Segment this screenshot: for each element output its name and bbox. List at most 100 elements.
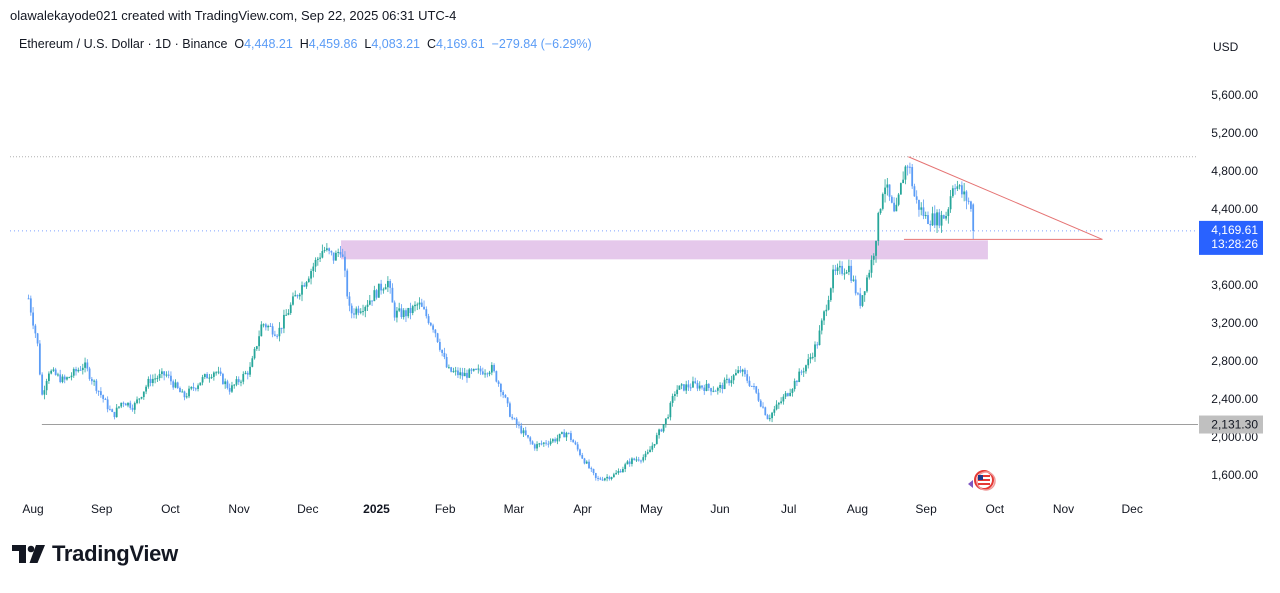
candle-body (185, 396, 188, 398)
candle-body (341, 254, 344, 257)
us-flag-ring-icon (976, 471, 996, 491)
y-tick-label: 5,200.00 (1211, 126, 1258, 140)
x-tick-label: Apr (573, 502, 592, 516)
tradingview-logo[interactable]: TradingView (12, 541, 178, 567)
candle-body (72, 369, 75, 376)
price-axis-background (1198, 30, 1280, 520)
candle-body (307, 278, 310, 283)
candle-body (655, 435, 658, 444)
candle-body (423, 306, 425, 310)
candle-body (129, 402, 132, 408)
candle-body (594, 473, 597, 478)
descending-resistance-trendline[interactable] (908, 156, 1103, 240)
candle-body (802, 371, 805, 373)
candle-body (328, 248, 331, 251)
candle-body (518, 424, 520, 426)
candle-body (120, 402, 123, 407)
candle-body (255, 346, 258, 349)
candle-body (956, 186, 959, 189)
supply-demand-zone[interactable] (341, 240, 988, 260)
candle-body (436, 333, 439, 343)
last-price-tag (1199, 220, 1263, 255)
x-tick-label: 2025 (363, 502, 390, 516)
symbol-label[interactable]: Ethereum / U.S. Dollar · 1D · Binance (19, 37, 228, 51)
candle-body (316, 258, 319, 260)
candle-body (242, 373, 245, 382)
candle-body (563, 432, 566, 438)
candle-body (938, 212, 941, 226)
candle-body (897, 194, 900, 205)
candle-body (834, 269, 837, 272)
candle-body (400, 308, 403, 318)
candle-body (811, 356, 814, 358)
candle-body (958, 185, 961, 187)
candle-body (710, 388, 712, 392)
candle-body (355, 308, 358, 315)
candle-body (771, 412, 773, 419)
candle-body (253, 348, 256, 359)
candle-body (931, 213, 934, 226)
flag-stripe-icon (978, 475, 990, 477)
candle-body (475, 368, 477, 370)
candle-body (848, 265, 850, 273)
candle-body (904, 166, 907, 180)
candle-body (838, 265, 841, 268)
y-tick-label: 3,600.00 (1211, 278, 1258, 292)
candle-body (136, 399, 138, 404)
candle-body (583, 458, 586, 464)
bar-countdown: 13:28:26 (1211, 237, 1258, 251)
candle-body (875, 240, 877, 256)
candle-body (287, 312, 290, 315)
y-tick-label: 2,800.00 (1211, 354, 1258, 368)
candle-body (692, 381, 694, 388)
candle-body (549, 441, 552, 445)
candle-body (115, 407, 118, 418)
candle-body (954, 188, 957, 190)
candle-body (233, 384, 236, 386)
candle-body (895, 204, 898, 212)
candle-body (667, 417, 670, 419)
candle-body (581, 455, 584, 459)
candle-body (906, 166, 909, 168)
candle-body (911, 167, 914, 187)
candle-body (222, 373, 224, 385)
candle-body (452, 371, 455, 373)
y-tick-label: 1,600.00 (1211, 468, 1258, 482)
candle-body (382, 289, 385, 291)
candle-body (484, 373, 486, 375)
candle-body (457, 370, 459, 376)
y-tick-label: 4,400.00 (1211, 202, 1258, 216)
candle-body (850, 265, 853, 281)
candle-body (402, 310, 405, 318)
candle-body (863, 291, 866, 296)
candle-body (626, 461, 629, 465)
candle-body (927, 215, 929, 225)
candle-body (420, 302, 423, 307)
candle-body (728, 378, 731, 384)
candle-body (644, 453, 647, 458)
candle-body (687, 384, 690, 388)
candle-body (579, 449, 581, 456)
candle-body (466, 372, 468, 378)
candle-body (264, 324, 267, 328)
close-label: C (426, 37, 436, 51)
candle-body (664, 418, 667, 425)
candle-body (362, 311, 364, 313)
candle-body (208, 377, 211, 379)
candle-body (739, 370, 742, 372)
candle-body (448, 367, 450, 369)
us-event-flag[interactable] (968, 470, 996, 491)
candle-body (628, 461, 631, 464)
candle-body (206, 374, 208, 379)
candle-body (886, 184, 889, 188)
candle-body (845, 272, 848, 274)
candle-body (149, 378, 152, 383)
candle-body (312, 266, 315, 272)
candle-body (167, 374, 170, 376)
candle-body (829, 288, 832, 301)
candle-body (386, 281, 389, 288)
candle-body (438, 342, 441, 350)
